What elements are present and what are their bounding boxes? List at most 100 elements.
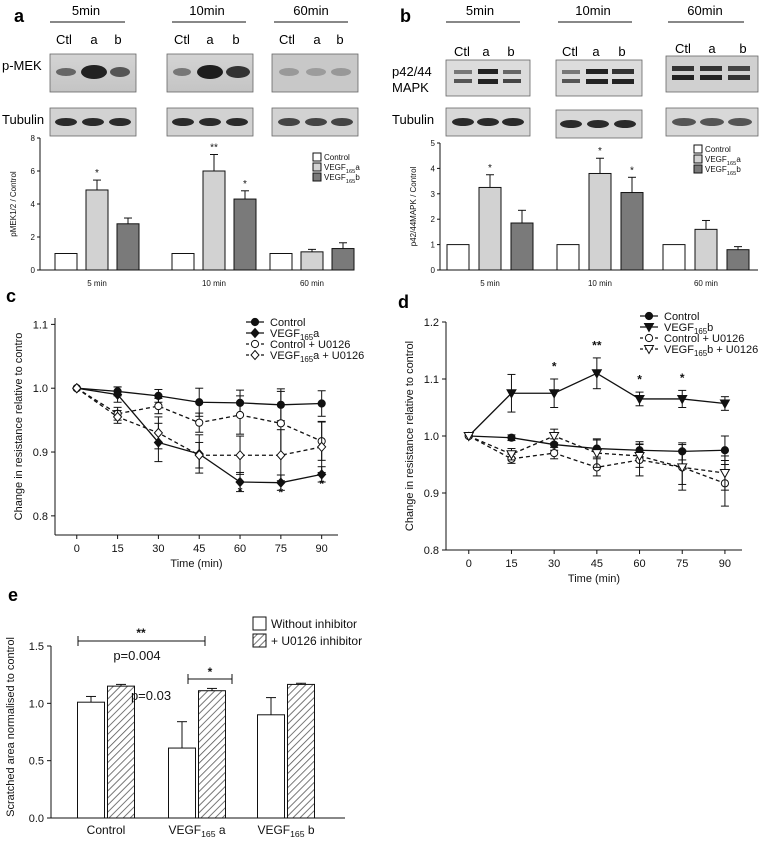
- point-3-6: [719, 469, 731, 479]
- x-tick-label: 75: [275, 543, 287, 555]
- y-axis-label: Change in resistance relative to contro: [13, 333, 25, 521]
- x-tick-label-2-main: VEGF: [257, 823, 290, 837]
- x-tick-label: 30: [548, 558, 560, 570]
- blot-band: [562, 70, 580, 74]
- legend-label-1-sub: 165: [300, 333, 314, 342]
- point-1-4: [634, 394, 645, 405]
- blot-b-lane-a-2: a: [592, 44, 600, 59]
- legend-label-0-main: Control: [270, 317, 305, 329]
- legend-label-1-main: VEGF: [705, 155, 727, 164]
- bar-1-1: [588, 172, 612, 271]
- blot-band: [612, 69, 634, 74]
- bar-0-0: [54, 253, 78, 271]
- legend-label-0: Control: [324, 153, 350, 162]
- legend-label-2-sub: 165: [346, 179, 356, 185]
- blot-band: [305, 118, 327, 126]
- legend-label-3-tail: b + U0126: [707, 344, 758, 356]
- legend-label-0-main: Control: [664, 311, 699, 323]
- point-3-0: [463, 432, 475, 442]
- blot-band: [614, 120, 636, 128]
- legend-marker-1: [643, 323, 655, 333]
- legend-label-3: VEGF165b + U0126: [664, 344, 758, 358]
- x-tick-label: 90: [719, 558, 731, 570]
- significance-mark: *: [319, 477, 324, 491]
- bar-2-1: [694, 228, 718, 271]
- y-axis-label: Change in resistance relative to control: [404, 341, 416, 531]
- point-3-2: [153, 427, 164, 439]
- x-axis-label: Time (min): [568, 573, 620, 585]
- bracket-1-pvalue: p=0.004: [113, 648, 160, 663]
- blot-b-mapk-10: [555, 59, 643, 97]
- y-tick-label: 4: [31, 200, 36, 209]
- x-tick-label-2-tail: b: [305, 823, 315, 837]
- y-axis-label: Scratched area normalised to control: [5, 637, 17, 817]
- x-tick-label: 5 min: [87, 279, 107, 288]
- blot-band: [560, 120, 582, 128]
- bar-1-0: [171, 253, 195, 271]
- panel-d-letter: d: [398, 292, 409, 312]
- blot-b-lane-a-1: a: [482, 44, 490, 59]
- point-1-3: [591, 369, 603, 379]
- blot-band: [197, 65, 223, 79]
- blot-a-lane-a-2: a: [206, 32, 214, 47]
- y-tick-label: 0: [431, 266, 436, 275]
- legend-label-1: VEGF165a: [270, 328, 320, 342]
- blot-b-time-60: 60min: [687, 3, 722, 18]
- blot-band: [728, 118, 752, 126]
- blot-band: [452, 118, 474, 126]
- point-3-3: [591, 449, 603, 459]
- significance-mark: *: [238, 484, 243, 498]
- x-tick-label-2-sub: 165: [290, 829, 305, 839]
- x-tick-label: 60 min: [300, 279, 324, 288]
- legend-marker-3: [643, 345, 655, 355]
- y-tick-label: 1.1: [424, 374, 439, 386]
- blot-band: [331, 118, 353, 126]
- blot-band: [454, 70, 472, 74]
- legend-label-2-main: Control + U0126: [270, 339, 350, 351]
- bar-2-1: [287, 683, 315, 819]
- legend-label-1: + U0126 inhibitor: [271, 634, 362, 648]
- bar-2-0: [257, 714, 285, 819]
- blot-band: [502, 118, 524, 126]
- point-3-4: [634, 451, 645, 462]
- bar-2-0: [269, 253, 293, 271]
- blot-band: [226, 66, 250, 78]
- y-axis-label: pMEK1/2 / Control: [9, 171, 18, 237]
- legend-label-3-main: VEGF: [664, 344, 694, 356]
- bracket-2-pvalue: p=0.03: [131, 688, 171, 703]
- legend-label-2-main: Control + U0126: [664, 333, 744, 345]
- legend-swatch-0: [693, 144, 703, 154]
- blot-a-time-5: 5min: [72, 3, 100, 18]
- point-0-6: [720, 446, 730, 455]
- y-tick-label: 5: [431, 139, 436, 148]
- legend-marker-2: [644, 333, 654, 343]
- blot-band: [700, 118, 724, 126]
- blot-band: [226, 118, 248, 126]
- x-tick-label: 60 min: [694, 279, 718, 288]
- point-1-1: [506, 389, 517, 399]
- x-tick-label: 15: [111, 543, 123, 555]
- significance-mark: *: [680, 371, 685, 385]
- blot-b-mapk-5: [445, 59, 531, 97]
- blot-band: [612, 79, 634, 84]
- panel-a-blots: 5min 10min 60min Ctl a b Ctl a b Ctl a b…: [2, 3, 359, 137]
- y-tick-label: 1: [431, 241, 436, 250]
- significance-mark: *: [630, 165, 634, 176]
- blot-band: [199, 118, 221, 126]
- y-tick-label: 0.8: [424, 545, 439, 557]
- x-tick-label: 45: [193, 543, 205, 555]
- significance-mark: *: [598, 146, 602, 157]
- legend-swatch-2: [693, 164, 703, 174]
- legend-label-3-sub: 165: [300, 355, 314, 364]
- legend-marker-0: [250, 317, 260, 327]
- legend-swatch-1: [312, 162, 322, 172]
- legend-label-0: Control: [664, 311, 699, 323]
- legend-label-0-main: Control: [324, 153, 350, 162]
- legend-label-1-main: VEGF: [324, 163, 346, 172]
- legend-swatch-1: [252, 633, 267, 648]
- y-tick-label: 1.1: [33, 319, 48, 331]
- point-2-3: [195, 418, 204, 427]
- legend-label-1-tail: a: [736, 155, 741, 164]
- x-tick-label: 60: [633, 558, 645, 570]
